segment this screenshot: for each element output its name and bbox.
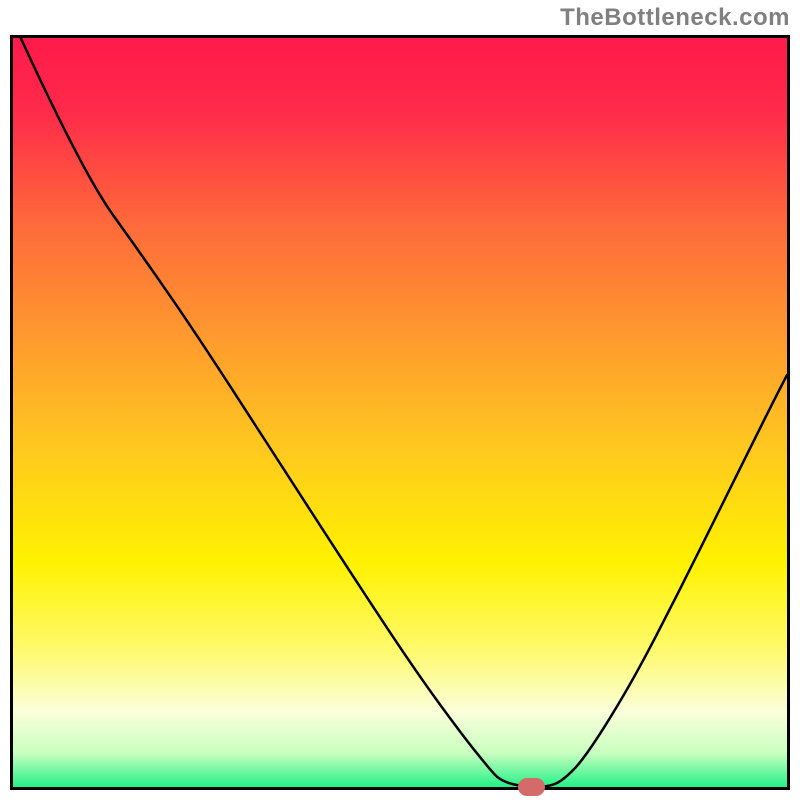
watermark-text: TheBottleneck.com bbox=[560, 4, 790, 32]
plot-background bbox=[13, 38, 787, 787]
chart-frame: TheBottleneck.com bbox=[0, 0, 800, 800]
highlight-pill bbox=[518, 778, 545, 797]
plot-box bbox=[10, 35, 790, 790]
plot-svg bbox=[13, 38, 787, 787]
